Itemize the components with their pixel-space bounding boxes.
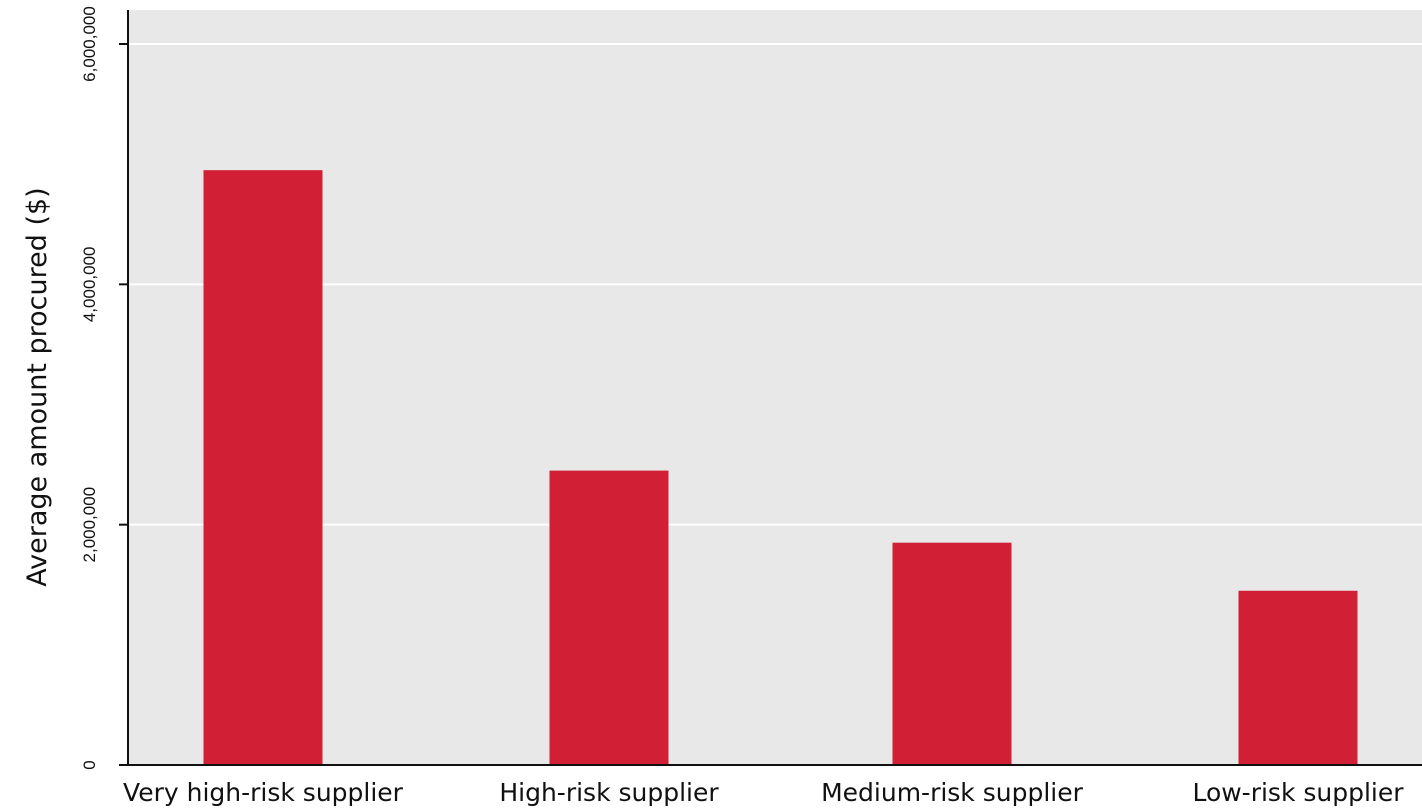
y-tick-label: 2,000,000 bbox=[80, 487, 99, 563]
y-tick-label: 0 bbox=[80, 760, 99, 769]
x-category-label: Low-risk supplier bbox=[1192, 778, 1404, 807]
y-tick-label: 6,000,000 bbox=[80, 6, 99, 82]
x-axis-category-labels: Very high-risk supplier High-risk supplie… bbox=[123, 778, 1404, 807]
plot-background bbox=[128, 10, 1422, 765]
x-category-label: High-risk supplier bbox=[499, 778, 719, 807]
x-category-label: Medium-risk supplier bbox=[821, 778, 1084, 807]
bar bbox=[892, 542, 1012, 765]
x-category-label: Very high-risk supplier bbox=[123, 778, 404, 807]
y-axis-ticks: 0 2,000,000 4,000,000 6,000,000 bbox=[80, 6, 128, 770]
bars bbox=[203, 170, 1358, 766]
bar bbox=[203, 170, 323, 766]
gridlines bbox=[128, 43, 1422, 526]
y-axis-title: Average amount procured ($) bbox=[22, 187, 53, 586]
y-tick-label: 4,000,000 bbox=[80, 247, 99, 323]
bar bbox=[1238, 590, 1358, 765]
bar bbox=[549, 470, 669, 765]
